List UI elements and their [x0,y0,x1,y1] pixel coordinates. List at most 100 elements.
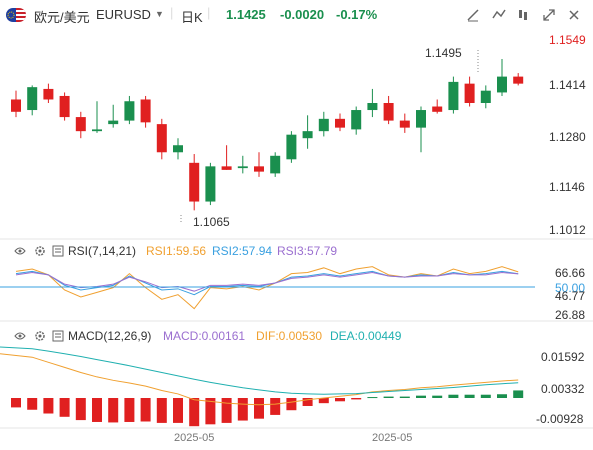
price-axis-label: 1.1280 [549,130,586,144]
candle-body [302,131,313,139]
macd-bar [416,395,426,398]
dea-value: DEA:0.00449 [330,329,402,343]
dif-line [0,353,519,406]
drawing-tools-icon[interactable] [515,8,531,24]
candle-body [189,162,200,202]
macd-lines [0,346,519,406]
candle-body [480,90,491,103]
macd-bar [302,398,313,406]
visibility-icon[interactable] [14,245,26,257]
current-price: 1.1425 [226,7,266,22]
candle-body [367,103,378,111]
candle-body [173,145,183,153]
macd-bar [270,398,281,415]
candle-body [140,99,151,123]
candle-body [383,103,394,121]
rsi-series [15,266,519,310]
macd-bar [286,398,297,411]
eu-us-flag-icon [6,8,26,22]
settings-icon[interactable] [34,245,46,257]
visibility-icon[interactable] [14,330,26,342]
macd-bar [497,394,507,398]
candle-body [448,81,459,111]
toolbar-divider: | [207,5,211,20]
candle-body [75,117,86,132]
line-draw-icon[interactable] [465,8,481,24]
macd-bar [75,398,86,421]
pair-cn-label[interactable]: 欧元/美元 [34,10,90,25]
candle-body [27,87,38,111]
macd-bar [156,398,167,423]
candle-body [432,106,443,112]
info-icon[interactable] [52,245,64,257]
candle-body [416,110,426,128]
rsi-axis-label: 66.66 [555,266,586,280]
info-icon[interactable] [52,330,64,342]
candle-body [237,166,248,169]
macd-bar [173,398,183,423]
toolbar: 欧元/美元 EURUSD ▼ | 日K | 1.1425 -0.0020 -0.… [0,0,593,30]
price-axis-label: 1.1414 [549,78,586,92]
close-icon[interactable] [566,8,582,24]
macd-axis-label: 0.01592 [541,350,585,364]
macd-bar [237,398,248,421]
rsi-axis-label: 46.77 [555,289,586,303]
indicator-icon[interactable] [491,8,507,24]
price-axis-label: 1.1549 [549,33,586,47]
price-axis-label: 1.1012 [549,223,586,237]
macd-bar [43,398,54,414]
candle-body [399,120,410,128]
macd-axis-label: 0.00332 [541,382,585,396]
price-change-pct: -0.17% [336,7,378,22]
macd-bar [432,395,443,398]
macd-bar [448,394,459,398]
date-label: 2025-05 [372,432,413,444]
candle-body [464,83,475,103]
macd-bar [205,398,216,425]
candle-body [335,118,345,128]
macd-bar [464,394,475,398]
candle-body [351,110,362,130]
candle-body [318,118,329,132]
candle-body [92,129,102,132]
candle-series [11,59,524,211]
macd-value: MACD:0.00161 [163,329,246,343]
candle-body [156,124,167,153]
date-label: 2025-05 [174,432,215,444]
low-annotation: 1.1065 [193,215,230,229]
macd-bar [480,394,491,398]
candle-body [497,76,507,93]
candle-body [108,120,119,125]
macd-bar [221,398,232,423]
candle-body [513,76,524,84]
expand-icon[interactable] [541,8,557,24]
period-selector[interactable]: 日K [181,10,203,25]
candle-body [59,95,70,118]
rsi2-value: RSI2:57.94 [212,244,273,258]
macd-bar [189,398,200,427]
dif-value: DIF:0.00530 [256,329,323,343]
candle-body [254,166,264,172]
macd-bar [108,398,119,423]
rsi-axis-label: 50.00 [555,281,586,295]
macd-bar [351,398,362,400]
macd-bar [367,397,378,399]
dea-line [0,346,519,395]
candle-body [43,88,54,100]
candle-body [205,166,216,202]
candle-body [270,155,281,174]
macd-bar [335,398,345,402]
price-change: -0.0020 [280,7,325,22]
macd-bar [59,398,70,417]
macd-bar [383,396,394,398]
macd-bar [27,398,38,410]
macd-bar [140,398,151,422]
caret-down-icon[interactable]: ▼ [155,9,164,19]
macd-bar [513,390,524,398]
settings-icon[interactable] [34,330,46,342]
symbol-label[interactable]: EURUSD [96,7,151,22]
macd-bar [11,398,21,408]
candle-body [11,99,21,112]
rsi1-line [15,266,519,310]
